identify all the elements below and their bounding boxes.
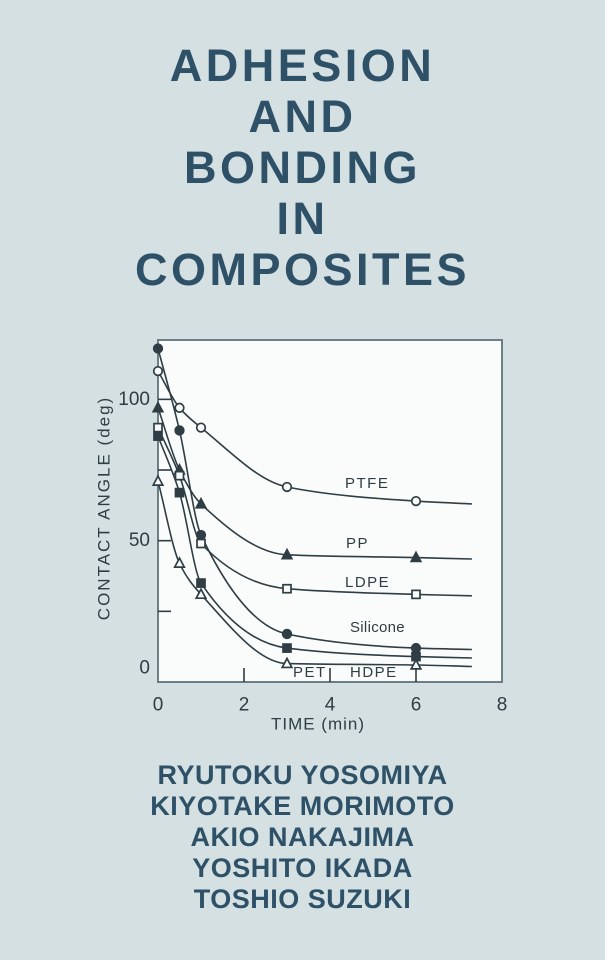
hdpe-marker-square-filled xyxy=(174,487,185,498)
x-axis-title: TIME (min) xyxy=(271,715,365,734)
ptfe-marker-circle-open xyxy=(281,481,293,493)
pet-series-label: PET xyxy=(293,664,327,681)
hdpe-marker-square-filled xyxy=(153,431,163,441)
ldpe-marker-square-open xyxy=(174,470,185,481)
pp-marker-triangle-filled xyxy=(280,547,294,560)
hdpe-marker-square-filled xyxy=(282,643,292,653)
pet-marker-triangle-open xyxy=(173,556,186,568)
silicone-marker-circle-filled xyxy=(174,425,185,436)
pp-marker-triangle-filled xyxy=(151,400,165,413)
pp-marker-triangle-filled xyxy=(409,550,423,563)
ldpe-marker-square-open xyxy=(196,538,206,549)
y-tick-label: 50 xyxy=(129,530,150,551)
author-name-4: YOSHITO IKADA xyxy=(192,853,413,883)
author-name-3: AKIO NAKAJIMA xyxy=(190,822,415,852)
hdpe-series-label: HDPE xyxy=(350,664,398,681)
x-tick-label: 0 xyxy=(153,695,164,716)
pet-marker-triangle-open xyxy=(151,474,165,486)
ptfe-marker-circle-open xyxy=(410,495,422,507)
title-line-1: ADHESION xyxy=(169,40,436,91)
x-tick-label: 8 xyxy=(497,695,508,716)
silicone-series-label: Silicone xyxy=(350,619,405,636)
x-tick-label: 6 xyxy=(411,695,422,716)
silicone-marker-circle-filled xyxy=(195,529,207,541)
pet-marker-triangle-open xyxy=(194,587,208,600)
silicone-marker-circle-filled xyxy=(152,343,164,354)
authors-list: RYUTOKU YOSOMIYA KIYOTAKE MORIMOTO AKIO … xyxy=(0,760,605,915)
hdpe-marker-square-filled xyxy=(196,578,206,588)
silicone-marker-circle-filled xyxy=(281,628,293,640)
ldpe-marker-square-open xyxy=(153,422,163,433)
title-line-4: IN xyxy=(276,193,329,244)
ptfe-series-label: PTFE xyxy=(345,475,389,492)
y-axis-title: CONTACT ANGLE (deg) xyxy=(95,396,114,620)
ldpe-series-label: LDPE xyxy=(345,574,390,591)
ptfe-marker-circle-open xyxy=(152,365,164,377)
y-tick-label: 0 xyxy=(139,658,150,679)
x-tick-label: 2 xyxy=(239,695,250,716)
x-tick-label: 4 xyxy=(325,695,336,716)
silicone-marker-circle-filled xyxy=(410,642,422,654)
book-title: ADHESION AND BONDING IN COMPOSITES xyxy=(0,40,605,295)
plot-area xyxy=(157,339,503,683)
title-line-5: COMPOSITES xyxy=(134,244,471,295)
contact-angle-figure: 0 50 100 0 2 4 6 8 TIME (min) CONTACT ANGLE (deg)… xyxy=(85,330,515,740)
contact-angle-chart: 0 50 100 0 2 4 6 8 TIME (min) CONTACT ANGLE (deg)… xyxy=(95,339,508,734)
title-line-3: BONDING xyxy=(184,142,421,193)
pp-marker-triangle-filled xyxy=(194,496,208,509)
pet-marker-triangle-open xyxy=(409,658,423,670)
author-name-2: KIYOTAKE MORIMOTO xyxy=(150,791,455,821)
pet-marker-triangle-open xyxy=(280,656,294,669)
ptfe-marker-circle-open xyxy=(195,422,207,433)
author-name-1: RYUTOKU YOSOMIYA xyxy=(157,760,448,790)
ptfe-marker-circle-open xyxy=(174,402,185,413)
author-name-5: TOSHIO SUZUKI xyxy=(193,884,412,914)
ldpe-marker-square-open xyxy=(282,583,292,594)
title-line-2: AND xyxy=(248,91,357,142)
y-tick-label: 100 xyxy=(118,389,150,410)
pp-series-label: PP xyxy=(346,535,369,552)
ldpe-marker-square-open xyxy=(411,589,421,600)
